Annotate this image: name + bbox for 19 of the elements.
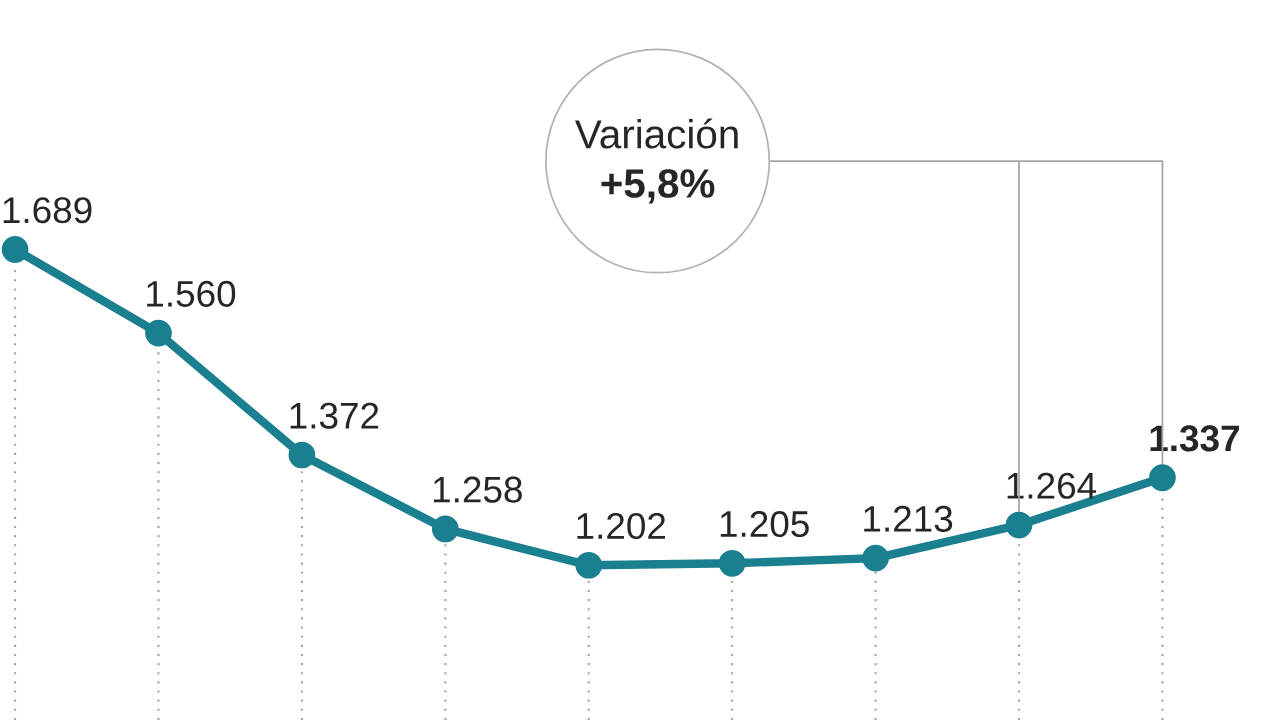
point <box>1 236 29 263</box>
text: Variación +5,8% <box>575 118 738 204</box>
data-label: 1.372 <box>290 402 379 429</box>
point <box>1149 464 1176 492</box>
data-label: 1.689 <box>3 197 92 224</box>
data-label: 1.337 <box>1150 425 1239 452</box>
point <box>575 551 603 579</box>
data-label: 1.264 <box>1007 472 1097 499</box>
point <box>1005 511 1033 539</box>
data-label: 1.258 <box>433 476 522 503</box>
point <box>145 319 172 347</box>
point <box>431 515 459 543</box>
data-label: 1.205 <box>720 510 809 538</box>
point <box>288 441 316 469</box>
point <box>718 549 746 577</box>
data-label: 1.213 <box>864 505 953 532</box>
point <box>862 544 889 572</box>
data-label: 1.560 <box>147 280 236 307</box>
data-label: 1.202 <box>577 512 666 540</box>
